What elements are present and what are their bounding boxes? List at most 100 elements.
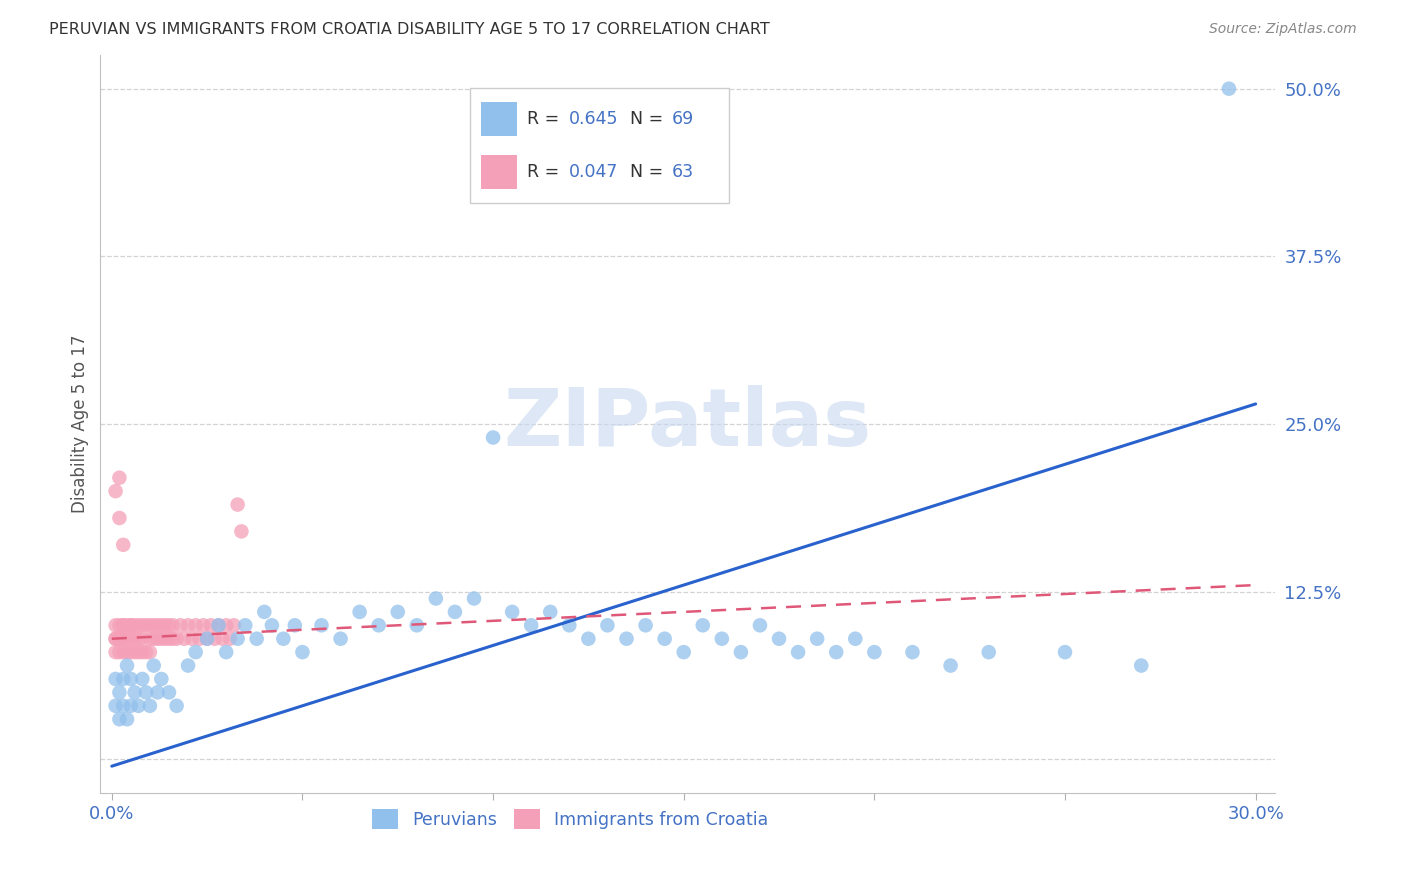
- Point: [166, 698, 188, 713]
- Point: [127, 632, 149, 646]
- Point: [108, 712, 131, 726]
- Point: [157, 685, 180, 699]
- Point: [104, 632, 127, 646]
- Point: [195, 632, 218, 646]
- Point: [108, 685, 131, 699]
- Point: [169, 618, 191, 632]
- Point: [157, 632, 180, 646]
- Point: [463, 591, 485, 606]
- Point: [692, 618, 714, 632]
- Point: [112, 632, 135, 646]
- Point: [634, 618, 657, 632]
- Point: [127, 645, 149, 659]
- Point: [115, 658, 138, 673]
- Point: [749, 618, 772, 632]
- Point: [120, 698, 142, 713]
- Point: [558, 618, 581, 632]
- Point: [1130, 658, 1153, 673]
- Point: [142, 632, 165, 646]
- Point: [596, 618, 619, 632]
- Point: [616, 632, 638, 646]
- Point: [135, 685, 157, 699]
- Point: [104, 618, 127, 632]
- Point: [150, 618, 173, 632]
- Point: [520, 618, 543, 632]
- Point: [108, 471, 131, 485]
- Point: [139, 618, 162, 632]
- Point: [387, 605, 409, 619]
- Point: [444, 605, 467, 619]
- Point: [131, 618, 153, 632]
- Point: [939, 658, 962, 673]
- Point: [204, 632, 226, 646]
- Point: [177, 618, 200, 632]
- Point: [112, 672, 135, 686]
- Point: [329, 632, 352, 646]
- Point: [108, 618, 131, 632]
- Text: ZIPatlas: ZIPatlas: [503, 385, 872, 463]
- Point: [124, 645, 146, 659]
- Point: [120, 645, 142, 659]
- Point: [901, 645, 924, 659]
- Point: [260, 618, 283, 632]
- Point: [710, 632, 733, 646]
- Point: [184, 645, 207, 659]
- Point: [131, 645, 153, 659]
- Text: PERUVIAN VS IMMIGRANTS FROM CROATIA DISABILITY AGE 5 TO 17 CORRELATION CHART: PERUVIAN VS IMMIGRANTS FROM CROATIA DISA…: [49, 22, 770, 37]
- Point: [207, 618, 229, 632]
- Point: [195, 632, 218, 646]
- Point: [146, 632, 169, 646]
- Point: [180, 632, 202, 646]
- Point: [104, 484, 127, 499]
- Point: [120, 672, 142, 686]
- Point: [787, 645, 810, 659]
- Point: [120, 618, 142, 632]
- Point: [135, 618, 157, 632]
- Point: [146, 685, 169, 699]
- Point: [127, 698, 149, 713]
- Point: [844, 632, 866, 646]
- Point: [768, 632, 790, 646]
- Point: [124, 632, 146, 646]
- Point: [146, 618, 169, 632]
- Point: [104, 645, 127, 659]
- Point: [184, 618, 207, 632]
- Point: [112, 618, 135, 632]
- Point: [246, 632, 269, 646]
- Point: [115, 618, 138, 632]
- Point: [115, 712, 138, 726]
- Point: [104, 672, 127, 686]
- Point: [538, 605, 561, 619]
- Point: [127, 618, 149, 632]
- Point: [211, 632, 233, 646]
- Y-axis label: Disability Age 5 to 17: Disability Age 5 to 17: [72, 334, 89, 513]
- Point: [215, 645, 238, 659]
- Point: [173, 632, 195, 646]
- Point: [1218, 81, 1240, 95]
- Point: [162, 632, 184, 646]
- Point: [273, 632, 295, 646]
- Point: [139, 698, 162, 713]
- Point: [806, 632, 828, 646]
- Text: Source: ZipAtlas.com: Source: ZipAtlas.com: [1209, 22, 1357, 37]
- Point: [222, 618, 245, 632]
- Point: [112, 538, 135, 552]
- Point: [104, 632, 127, 646]
- Point: [115, 632, 138, 646]
- Point: [177, 658, 200, 673]
- Point: [124, 685, 146, 699]
- Point: [112, 645, 135, 659]
- Point: [291, 645, 314, 659]
- Point: [150, 672, 173, 686]
- Point: [157, 618, 180, 632]
- Point: [730, 645, 752, 659]
- Point: [120, 618, 142, 632]
- Point: [115, 645, 138, 659]
- Point: [131, 632, 153, 646]
- Point: [120, 632, 142, 646]
- Point: [219, 632, 242, 646]
- Point: [150, 632, 173, 646]
- Point: [104, 698, 127, 713]
- Point: [349, 605, 371, 619]
- Point: [108, 645, 131, 659]
